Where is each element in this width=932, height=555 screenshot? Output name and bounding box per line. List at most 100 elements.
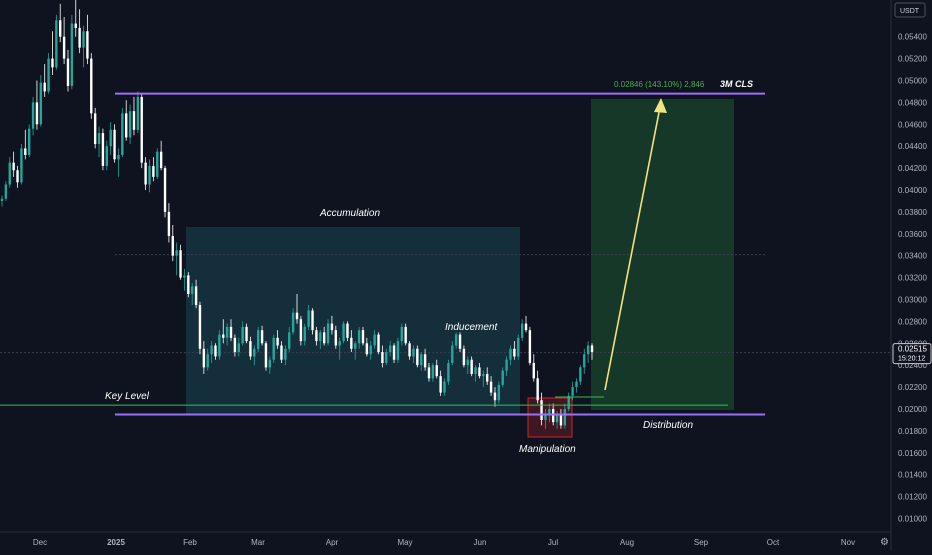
candle-body xyxy=(0,198,4,201)
candle-body xyxy=(420,354,423,366)
price-tick-label: 0.02000 xyxy=(898,405,927,414)
candle-body xyxy=(24,148,27,155)
candle-body xyxy=(97,133,101,145)
candle-body xyxy=(400,326,404,342)
candle-body xyxy=(571,387,574,396)
price-tick-label: 0.01200 xyxy=(898,493,927,502)
candle-body xyxy=(303,326,306,342)
candle-body xyxy=(202,348,206,368)
candle-body xyxy=(218,334,221,357)
candle-body xyxy=(427,367,431,379)
candle-body xyxy=(443,381,446,393)
candle-body xyxy=(579,367,582,382)
candle-body xyxy=(474,367,477,374)
candle-body xyxy=(268,359,272,368)
candle-body xyxy=(361,330,365,344)
time-tick-label: Sep xyxy=(694,538,709,547)
candle-body xyxy=(489,381,493,393)
candle-body xyxy=(385,352,388,364)
candle-body xyxy=(551,409,555,423)
candle-body xyxy=(93,113,97,145)
candle-body xyxy=(132,111,136,130)
candle-body xyxy=(163,168,167,212)
price-axis[interactable]: 0.05400 0.05200 0.05000 0.04800 0.04600 0.044… xyxy=(898,33,927,524)
gear-icon[interactable]: ⚙ xyxy=(880,537,889,548)
candle-body xyxy=(334,330,338,346)
candle-body xyxy=(431,365,435,379)
candle-body xyxy=(179,250,182,278)
candle-body xyxy=(350,337,353,349)
candle-body xyxy=(462,348,466,366)
projection-arrow-head xyxy=(654,98,667,113)
candle-body xyxy=(113,129,116,160)
time-tick-label: Oct xyxy=(767,538,780,547)
candle-body xyxy=(225,326,229,338)
candle-body xyxy=(148,165,151,185)
candle-body xyxy=(478,367,481,377)
candle-body xyxy=(55,20,58,68)
projection-arrow[interactable] xyxy=(604,101,662,391)
candle-body xyxy=(319,332,322,342)
current-price-value: 0.02515 xyxy=(898,345,927,354)
candle-body xyxy=(175,250,178,256)
candle-body xyxy=(513,348,516,357)
key-level-label: Key Level xyxy=(105,391,150,402)
candle-body xyxy=(245,326,248,342)
price-tick-label: 0.02200 xyxy=(898,383,927,392)
candle-body xyxy=(439,376,442,393)
candle-body xyxy=(493,392,497,401)
currency-label: USDT xyxy=(900,8,920,15)
price-tick-label: 0.01600 xyxy=(898,449,927,458)
candle-body xyxy=(365,343,369,355)
candle-body xyxy=(299,319,303,342)
price-tick-label: 0.04600 xyxy=(898,120,927,129)
candle-body xyxy=(311,310,314,331)
candle-body xyxy=(39,82,43,125)
candle-body xyxy=(454,334,458,346)
candle-body xyxy=(51,58,54,68)
candle-body xyxy=(567,395,570,409)
current-price-tag[interactable] xyxy=(892,343,932,365)
candle-body xyxy=(222,334,225,338)
candle-body xyxy=(307,310,310,327)
candle-body xyxy=(404,326,407,344)
candle-body xyxy=(330,323,334,331)
candle-body xyxy=(70,23,74,86)
candle-body xyxy=(563,409,567,426)
time-axis[interactable]: Dec 2025 Feb Mar Apr May Jun Jul Aug Sep Oct Nov xyxy=(33,538,855,547)
candle-body xyxy=(540,400,543,420)
candle-body xyxy=(47,58,50,92)
candle-body xyxy=(369,345,372,355)
candle-body xyxy=(435,365,438,377)
candle-body xyxy=(198,304,202,349)
candle-body xyxy=(35,102,39,125)
candle-body xyxy=(8,162,11,185)
candle-body xyxy=(470,359,473,374)
candle-body xyxy=(229,326,233,338)
price-tick-label: 0.02400 xyxy=(898,361,927,370)
candle-body xyxy=(315,330,318,342)
candle-body xyxy=(583,354,586,368)
price-tick-label: 0.03200 xyxy=(898,274,927,283)
inducement-label: Inducement xyxy=(445,322,498,333)
candle-body xyxy=(4,184,8,199)
price-tick-label: 0.05000 xyxy=(898,77,927,86)
candle-body xyxy=(505,359,508,371)
candle-body xyxy=(447,363,450,382)
candle-body xyxy=(392,345,396,360)
candle-body xyxy=(82,31,85,48)
candle-body xyxy=(524,323,528,331)
candle-body xyxy=(78,27,81,48)
candle-body xyxy=(501,370,504,385)
candle-body xyxy=(520,323,524,338)
candle-body xyxy=(381,352,384,364)
candle-body xyxy=(233,337,237,353)
candle-body xyxy=(27,128,31,155)
candle-body xyxy=(194,286,198,305)
price-tick-label: 0.04000 xyxy=(898,186,927,195)
currency-badge[interactable] xyxy=(894,2,926,18)
candle-body xyxy=(264,343,268,368)
price-tick-label: 0.04200 xyxy=(898,164,927,173)
